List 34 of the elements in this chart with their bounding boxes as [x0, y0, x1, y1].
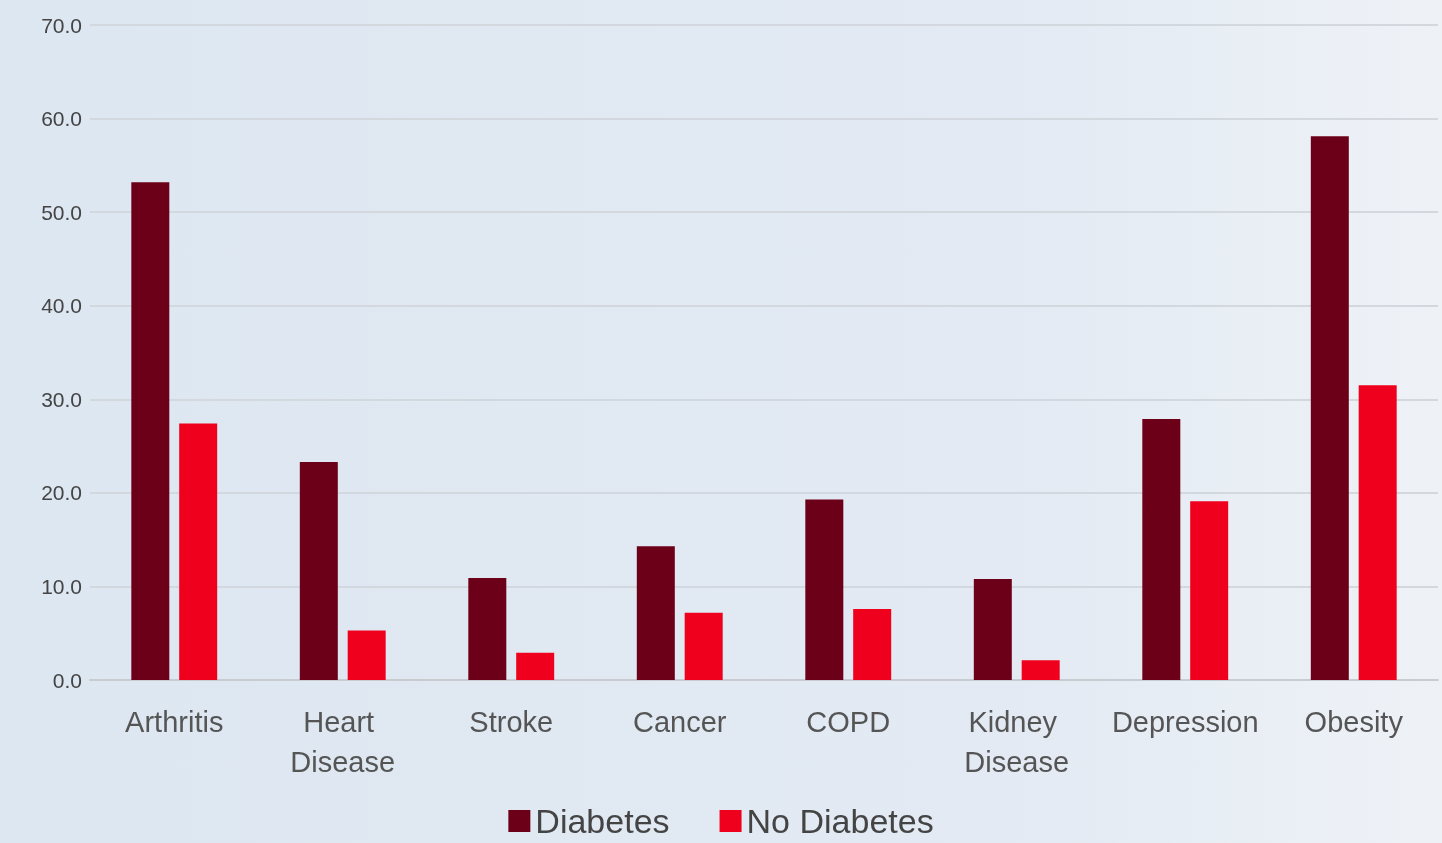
- bar: [347, 630, 386, 680]
- x-tick-label: Depression: [1111, 706, 1259, 738]
- bar: [1310, 136, 1349, 680]
- bar: [1142, 418, 1181, 680]
- x-tick-label: Arthritis: [125, 706, 224, 738]
- y-tick-label: 60.0: [41, 107, 82, 131]
- bar: [468, 578, 507, 680]
- bar: [853, 608, 892, 680]
- x-tick-label: Cancer: [633, 706, 727, 738]
- bar: [1190, 501, 1229, 680]
- x-tick-label: Obesity: [1304, 706, 1404, 738]
- legend-label: No Diabetes: [746, 802, 934, 840]
- y-tick-label: 70.0: [41, 13, 82, 37]
- bar: [299, 461, 338, 680]
- bar: [516, 652, 555, 680]
- y-tick-label: 30.0: [41, 387, 82, 411]
- bar: [805, 499, 844, 680]
- legend-label: Diabetes: [535, 802, 670, 840]
- y-tick-label: 40.0: [41, 294, 82, 318]
- x-tick-label: COPD: [806, 706, 891, 738]
- y-tick-label: 50.0: [41, 200, 82, 224]
- bar: [1021, 660, 1060, 680]
- x-tick-label: Stroke: [469, 706, 554, 738]
- bar: [684, 612, 723, 680]
- bar: [179, 423, 218, 680]
- y-tick-label: 20.0: [41, 481, 82, 505]
- x-tick-label: Heart Disease: [290, 706, 396, 778]
- y-tick-label: 10.0: [41, 574, 82, 598]
- bar: [973, 578, 1012, 680]
- bar: [1358, 385, 1397, 680]
- bar: [636, 546, 675, 680]
- x-tick-label: Kidney Disease: [964, 706, 1070, 778]
- y-tick-label: 0.0: [52, 668, 82, 692]
- bar: [131, 182, 170, 680]
